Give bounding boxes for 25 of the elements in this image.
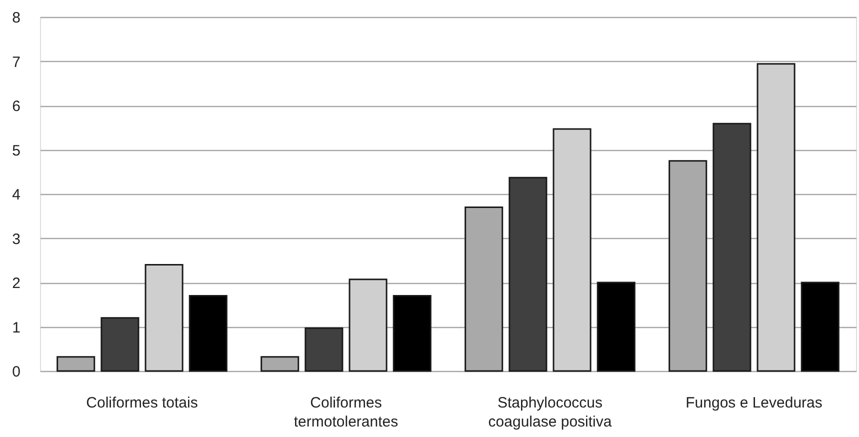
y-tick-label: 7 [12, 54, 20, 71]
bar [188, 295, 228, 372]
bar [392, 295, 432, 372]
bar [100, 317, 140, 372]
y-tick-label: 5 [12, 142, 20, 160]
x-tick-label: Coliformes totais [86, 394, 198, 412]
y-tick-label: 6 [12, 98, 20, 115]
y-tick-label: 2 [12, 275, 20, 292]
x-tick-label: Fungos e Leveduras [686, 394, 822, 412]
y-tick-label: 8 [12, 10, 20, 26]
y-tick-label: 1 [12, 319, 20, 336]
bar [756, 63, 796, 372]
bar [348, 278, 388, 372]
bar [712, 122, 752, 372]
bar [552, 128, 592, 372]
y-tick-label: 3 [12, 230, 20, 248]
x-tick-label: Coliformes termotolerantes [294, 394, 398, 430]
y-tick-label: 4 [12, 186, 20, 204]
y-tick-label: 0 [12, 364, 20, 380]
bar [596, 282, 636, 372]
x-tick-label: Staphylococcus coagulase positiva [488, 394, 612, 430]
bar [800, 282, 840, 372]
bar [304, 327, 344, 372]
bar [508, 176, 548, 372]
bar [144, 264, 184, 372]
